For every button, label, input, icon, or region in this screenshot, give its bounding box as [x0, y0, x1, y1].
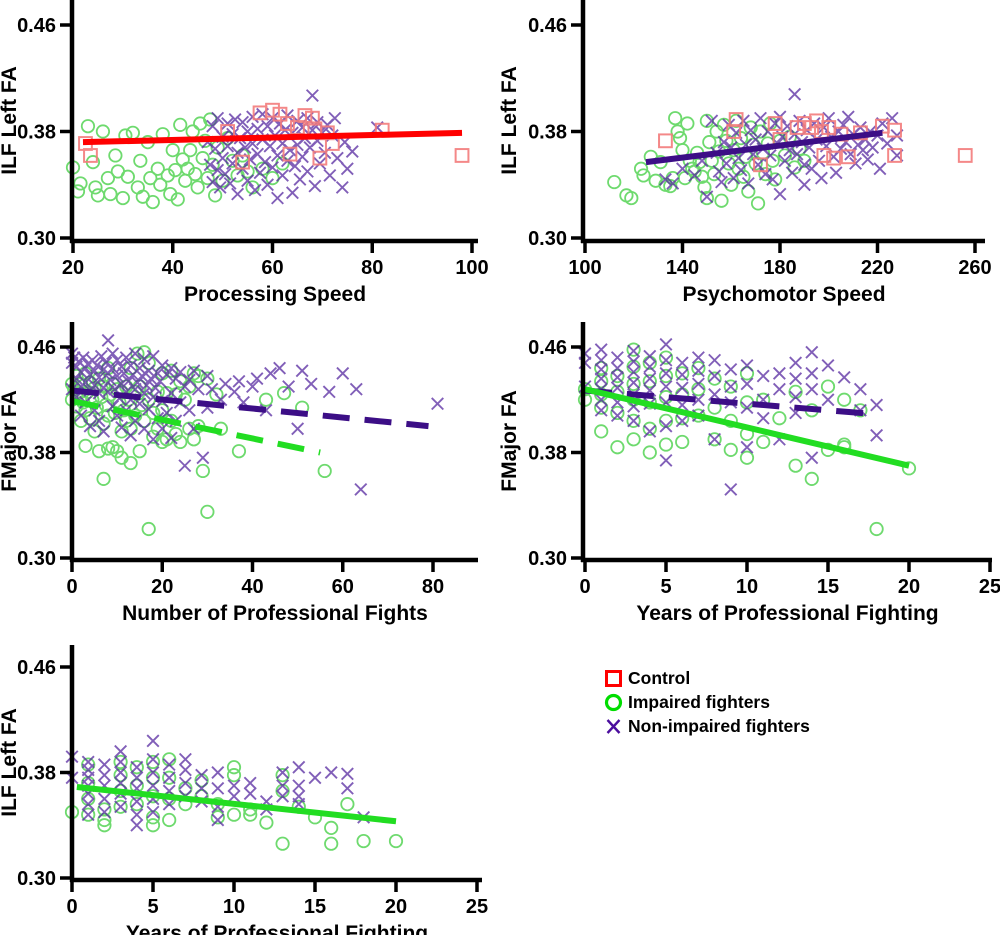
x-tick-label: 100: [455, 257, 488, 279]
y-axis-label: ILF Left FA: [0, 66, 21, 175]
trend-line-impaired-fit: [584, 386, 910, 469]
x-tick-label: 10: [223, 896, 245, 918]
plot-psychomotor-speed: 100 140 180 220 260 0.30 0.38 0.46 Psychomotor S…: [498, 0, 992, 306]
x-tick-label: 100: [568, 257, 601, 279]
x-tick-label: 25: [466, 896, 488, 918]
x-tick-label: 5: [147, 896, 158, 918]
series-impaired-fighters: [65, 112, 290, 210]
y-axis-label: ILF Left FA: [498, 66, 521, 175]
square-icon: [605, 669, 622, 687]
x-tick-label: 15: [304, 896, 326, 918]
y-tick-label: 0.30: [17, 868, 56, 890]
x-tick-label: 20: [898, 576, 920, 598]
plot-number-of-fights: 0 20 40 60 80 0.30 0.38 0.46 Number of Professio…: [0, 322, 478, 625]
y-tick-label: 0.38: [17, 763, 56, 785]
x-tick-label: 0: [66, 896, 77, 918]
y-tick-label: 0.38: [528, 443, 567, 465]
legend-label-impaired-fighters: Impaired fighters: [628, 691, 770, 712]
x-tick-label: 0: [579, 576, 590, 598]
y-tick-label: 0.30: [528, 228, 567, 250]
x-tick-label: 0: [66, 576, 77, 598]
series-non-impaired-fighters: [65, 333, 444, 496]
y-axis-label: FMajor FA: [498, 390, 521, 492]
x-tick-label: 220: [861, 257, 894, 279]
legend-label-non-impaired-fighters: Non-impaired fighters: [628, 715, 810, 736]
series-impaired-fighters: [577, 342, 917, 537]
trend-line-control-fit: [82, 129, 463, 146]
x-tick-label: 60: [261, 257, 283, 279]
y-axis-label: ILF Left FA: [0, 708, 21, 817]
plot-years-fighting-ilf: 0 5 10 15 20 25 0.30 0.38 0.46 Years of Professio…: [0, 645, 488, 935]
x-axis-label: Years of Professional Fighting: [126, 922, 428, 935]
x-tick-label: 20: [62, 257, 84, 279]
y-tick-label: 0.46: [528, 337, 567, 359]
x-tick-label: 60: [332, 576, 354, 598]
series-non-impaired-fighters: [65, 734, 371, 832]
x-tick-label: 25: [979, 576, 1000, 598]
y-tick-label: 0.38: [528, 122, 567, 144]
x-tick-label: 20: [151, 576, 173, 598]
legend-item-control: Control: [604, 666, 810, 690]
y-tick-label: 0.38: [17, 443, 56, 465]
x-axis-label: Processing Speed: [184, 283, 366, 306]
plot-years-fighting-fmajor: 0 5 10 15 20 25 0.30 0.38 0.46 Years of Professio…: [498, 322, 1000, 625]
y-tick-label: 0.46: [17, 337, 56, 359]
y-tick-label: 0.30: [17, 548, 56, 570]
x-icon: [606, 718, 621, 734]
x-tick-label: 40: [162, 257, 184, 279]
trend-line-non-impaired-fit: [71, 387, 429, 430]
x-axis-label: Psychomotor Speed: [682, 283, 885, 306]
x-axis-label: Number of Professional Fights: [122, 602, 428, 625]
x-tick-label: 20: [385, 896, 407, 918]
x-tick-label: 5: [660, 576, 671, 598]
legend-item-impaired-fighters: Impaired fighters: [604, 690, 810, 714]
legend-item-non-impaired-fighters: Non-impaired fighters: [604, 714, 810, 738]
x-tick-label: 260: [958, 257, 991, 279]
series-control: [658, 112, 973, 173]
y-tick-label: 0.30: [17, 228, 56, 250]
circle-icon: [604, 693, 623, 711]
trend-line-non-impaired-fit: [584, 387, 877, 418]
y-tick-label: 0.46: [528, 15, 567, 37]
y-tick-label: 0.46: [17, 657, 56, 679]
y-tick-label: 0.30: [528, 548, 567, 570]
x-tick-label: 140: [666, 257, 699, 279]
trend-line-impaired-fit: [71, 398, 321, 456]
x-tick-label: 80: [361, 257, 383, 279]
series-non-impaired-fighters: [578, 337, 884, 496]
plot-processing-speed: 20 40 60 80 100 0.30 0.38 0.46 Processing Speed I…: [0, 0, 489, 306]
trend-line-non-impaired-fit: [645, 129, 883, 166]
legend: Control Impaired fighters Non-impaired f…: [604, 666, 810, 738]
x-tick-label: 80: [422, 576, 444, 598]
legend-label-control: Control: [628, 667, 691, 688]
y-tick-label: 0.46: [17, 15, 56, 37]
x-tick-label: 15: [817, 576, 839, 598]
trend-line-impaired-fit: [76, 784, 397, 825]
x-axis-label: Years of Professional Fighting: [636, 602, 938, 625]
y-tick-label: 0.38: [17, 122, 56, 144]
x-tick-label: 180: [763, 257, 796, 279]
y-axis-label: FMajor FA: [0, 390, 21, 492]
x-tick-label: 10: [736, 576, 758, 598]
x-tick-label: 40: [241, 576, 263, 598]
